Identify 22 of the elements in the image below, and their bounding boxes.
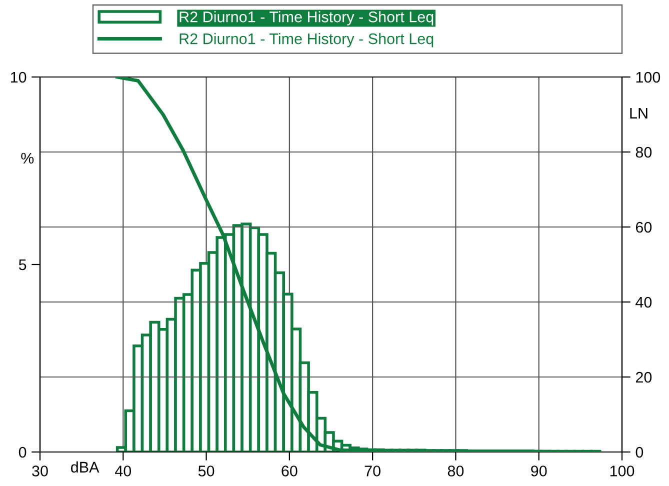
y2-axis-title: LN (630, 108, 648, 118)
y-axis-title: % (21, 152, 34, 164)
x-tick-label: 90 (531, 466, 547, 476)
y2-tick-label: 40 (636, 296, 652, 308)
y-tick-label: 10 (10, 72, 26, 83)
y2-tick-label: 0 (636, 446, 644, 458)
x-tick-label: 80 (448, 466, 464, 476)
x-tick-label: 60 (282, 466, 298, 476)
x-tick-label: 40 (115, 466, 132, 476)
y-tick-label: 0 (18, 446, 26, 458)
y2-tick-label: 80 (636, 146, 652, 158)
x-tick-label: 70 (364, 466, 380, 476)
y2-tick-label: 20 (636, 372, 652, 383)
y2-tick-label: 100 (636, 72, 660, 83)
y2-tick-label: 60 (636, 222, 652, 233)
x-axis-title: dBA (71, 461, 100, 473)
y-tick-label: 5 (18, 260, 26, 270)
legend-label: R2 Diurno1 - Time History - Short Leq (180, 11, 434, 26)
x-tick-label: 50 (198, 466, 214, 476)
x-tick-label: 30 (32, 466, 48, 476)
legend-label: R2 Diurno1 - Time History - Short Leq (180, 32, 434, 48)
x-tick-label: 100 (610, 466, 634, 476)
